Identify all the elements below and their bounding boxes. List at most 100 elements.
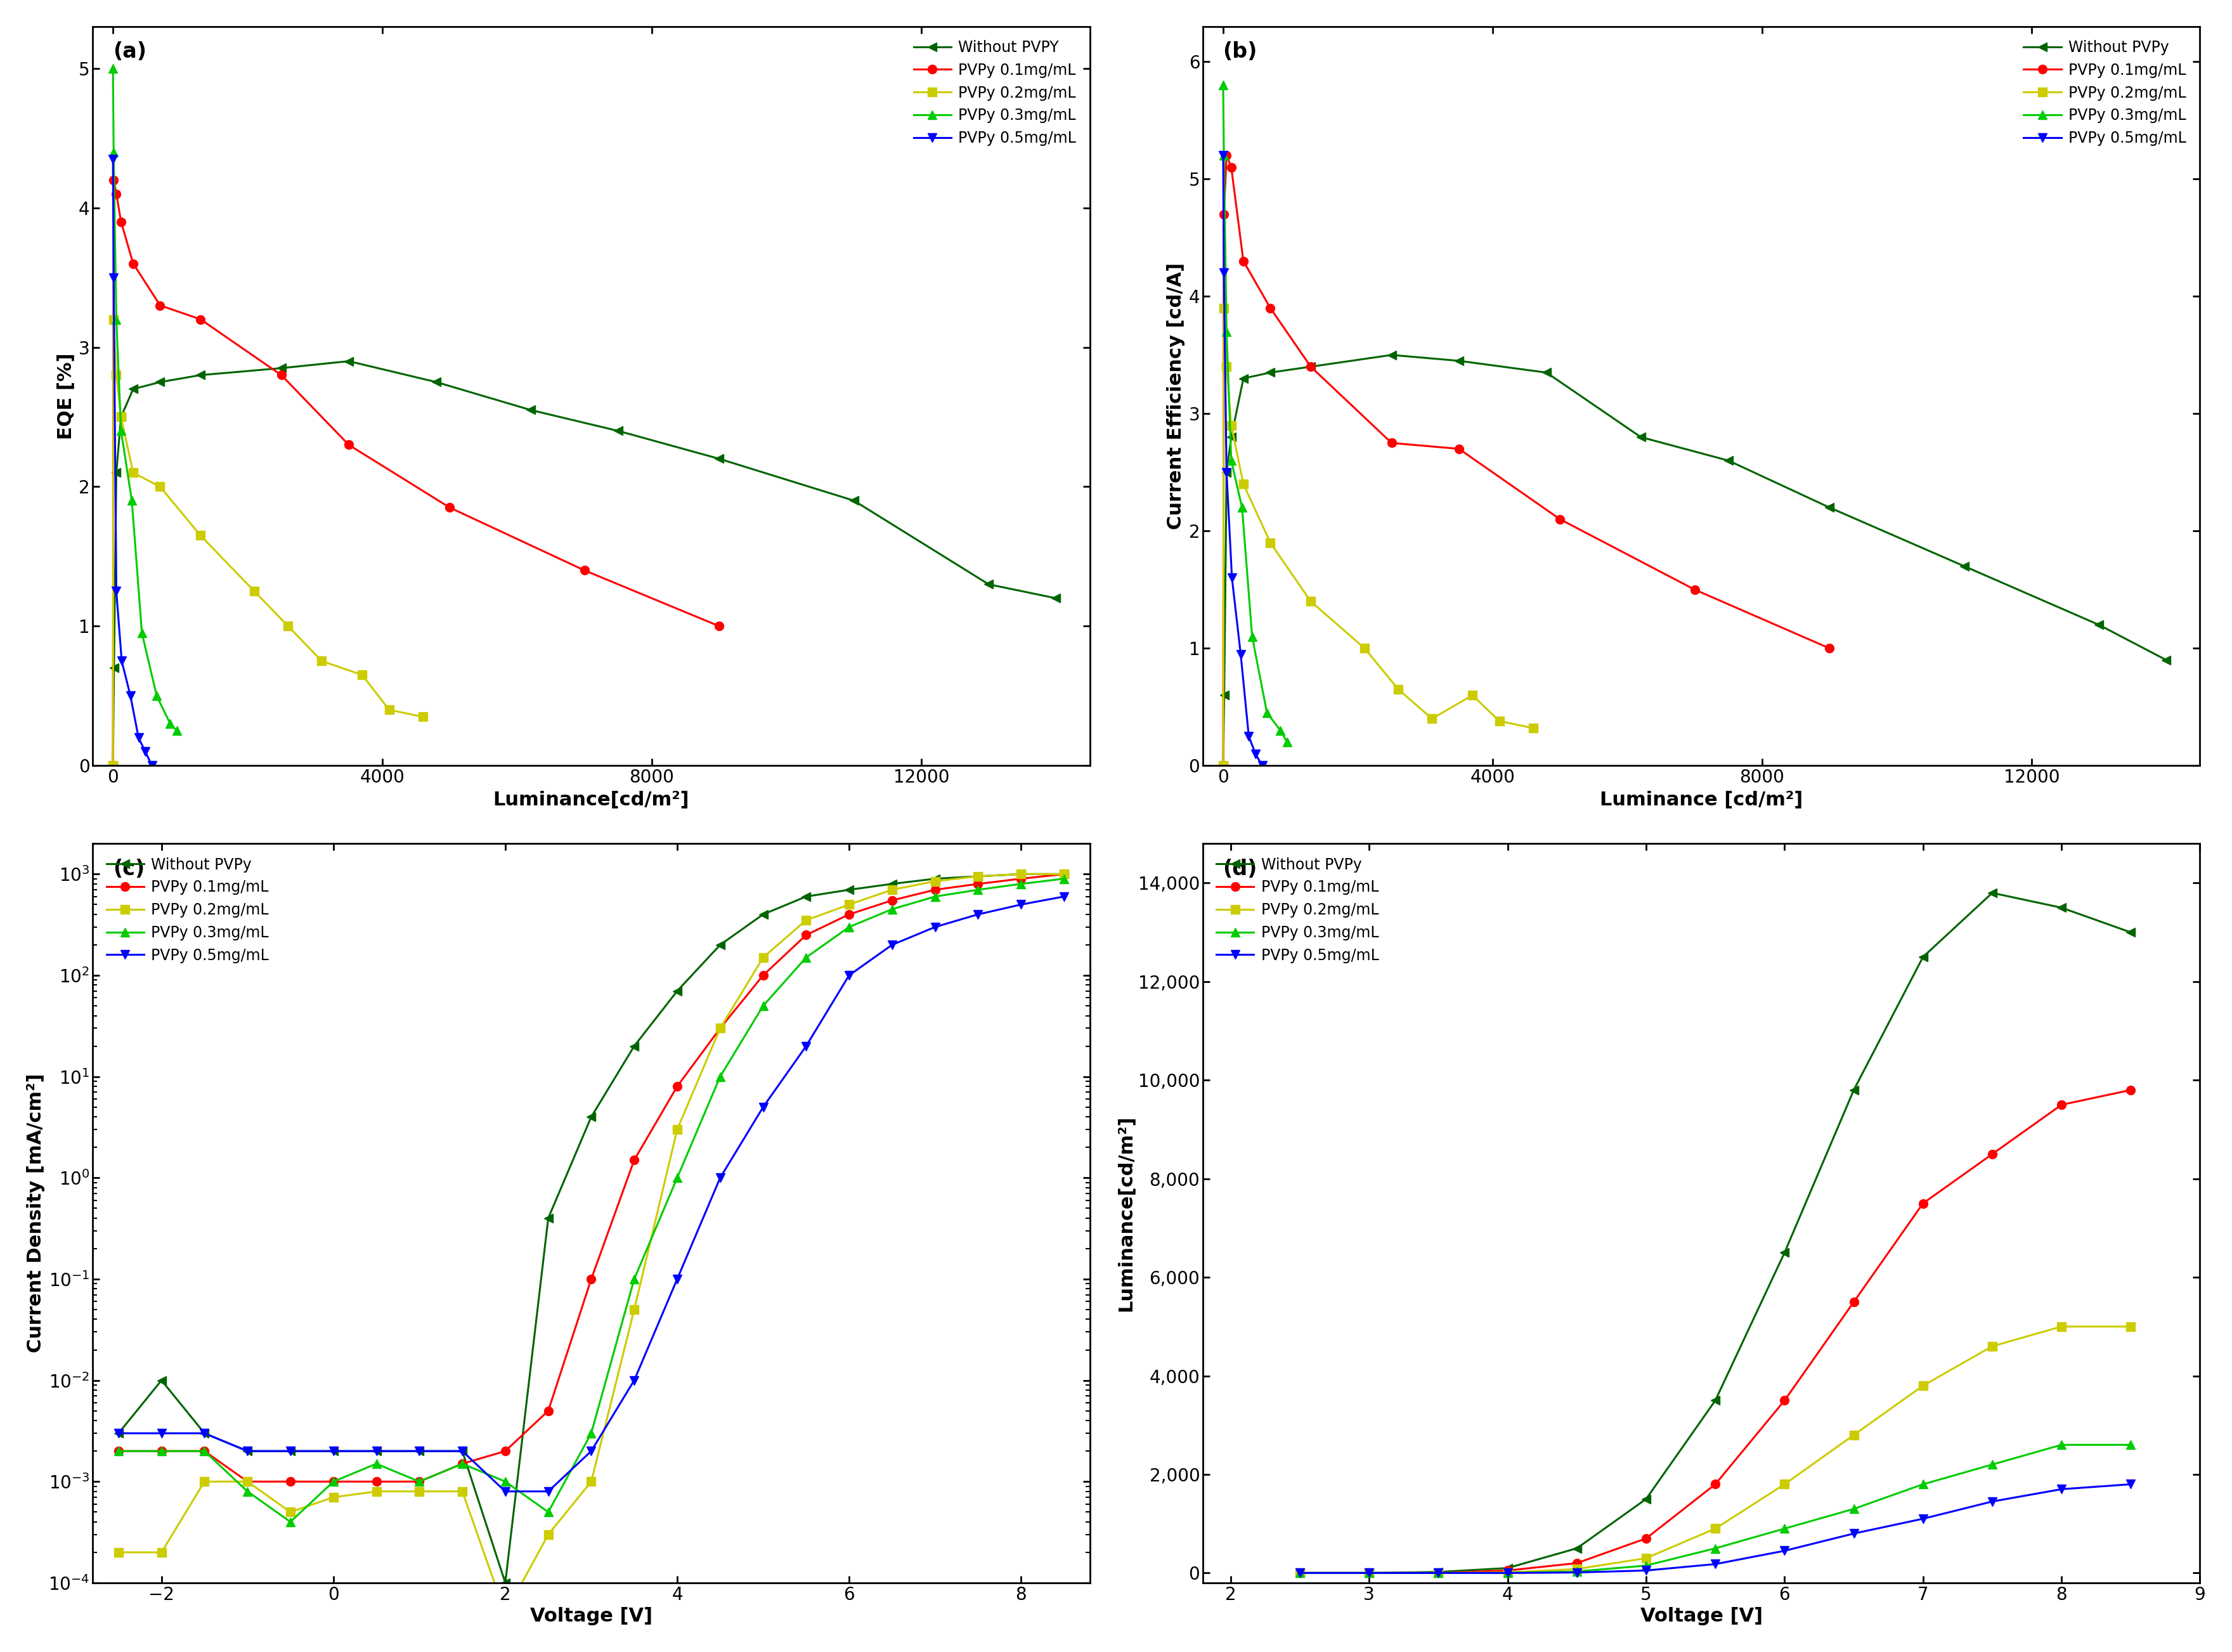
PVPy 0.1mg/mL bbox=[449, 1454, 475, 1474]
Without PVPy bbox=[708, 935, 734, 955]
Without PVPy bbox=[1493, 1558, 1520, 1578]
PVPy 0.3mg/mL bbox=[1210, 76, 1237, 96]
PVPy 0.3mg/mL bbox=[406, 1472, 433, 1492]
PVPy 0.1mg/mL bbox=[1051, 864, 1078, 884]
Y-axis label: EQE [%]: EQE [%] bbox=[56, 354, 76, 439]
PVPy 0.1mg/mL bbox=[1980, 1145, 2007, 1165]
PVPy 0.1mg/mL bbox=[1817, 638, 1844, 657]
PVPy 0.1mg/mL bbox=[1210, 755, 1237, 775]
PVPy 0.1mg/mL bbox=[708, 1018, 734, 1037]
Line: PVPy 0.3mg/mL: PVPy 0.3mg/mL bbox=[1219, 81, 1292, 747]
PVPy 0.5mg/mL bbox=[663, 1269, 690, 1289]
Without PVPy bbox=[1627, 428, 1654, 448]
Without PVPy bbox=[1446, 350, 1473, 370]
Without PVPy bbox=[1911, 947, 1937, 966]
PVPy 0.1mg/mL bbox=[1446, 439, 1473, 459]
Without PVPy bbox=[835, 881, 862, 900]
PVPy 0.5mg/mL bbox=[1493, 1563, 1520, 1583]
Without PVPy bbox=[663, 981, 690, 1001]
PVPy 0.1mg/mL bbox=[1681, 580, 1707, 600]
PVPy 0.5mg/mL bbox=[1210, 145, 1237, 165]
Without PVPy bbox=[1841, 1080, 1868, 1100]
Legend: Without PVPy, PVPy 0.1mg/mL, PVPy 0.2mg/mL, PVPy 0.3mg/mL, PVPy 0.5mg/mL: Without PVPy, PVPy 0.1mg/mL, PVPy 0.2mg/… bbox=[1210, 851, 1386, 970]
Without PVPy bbox=[1424, 1563, 1451, 1583]
PVPy 0.3mg/mL bbox=[1980, 1455, 2007, 1475]
Without PVPy bbox=[1703, 1391, 1730, 1411]
PVPy 0.5mg/mL bbox=[192, 1424, 219, 1444]
Without PVPy bbox=[792, 887, 819, 907]
Line: PVPy 0.1mg/mL: PVPy 0.1mg/mL bbox=[109, 175, 723, 770]
X-axis label: Luminance [cd/m²]: Luminance [cd/m²] bbox=[1600, 790, 1803, 808]
Without PVPy bbox=[1230, 368, 1257, 388]
PVPy 0.1mg/mL bbox=[750, 965, 777, 985]
PVPy 0.3mg/mL bbox=[536, 1502, 562, 1521]
Without PVPy bbox=[750, 905, 777, 925]
PVPy 0.5mg/mL bbox=[964, 905, 991, 925]
Legend: Without PVPy, PVPy 0.1mg/mL, PVPy 0.2mg/mL, PVPy 0.3mg/mL, PVPy 0.5mg/mL: Without PVPy, PVPy 0.1mg/mL, PVPy 0.2mg/… bbox=[100, 851, 275, 970]
PVPy 0.3mg/mL bbox=[129, 623, 156, 643]
PVPy 0.5mg/mL bbox=[1210, 263, 1237, 282]
Line: PVPy 0.5mg/mL: PVPy 0.5mg/mL bbox=[1295, 1480, 2136, 1578]
PVPy 0.2mg/mL bbox=[1286, 1563, 1312, 1583]
PVPy 0.3mg/mL bbox=[922, 887, 949, 907]
PVPy 0.1mg/mL bbox=[277, 1472, 304, 1492]
PVPy 0.5mg/mL bbox=[147, 1424, 174, 1444]
Without PVPY bbox=[103, 463, 129, 482]
PVPy 0.3mg/mL bbox=[1210, 145, 1237, 165]
Line: Without PVPY: Without PVPY bbox=[109, 357, 1060, 770]
Without PVPY bbox=[1042, 588, 1069, 608]
PVPy 0.2mg/mL bbox=[100, 309, 127, 329]
Line: Without PVPy: Without PVPy bbox=[114, 869, 1069, 1588]
PVPy 0.2mg/mL bbox=[1841, 1426, 1868, 1446]
Without PVPy bbox=[277, 1441, 304, 1460]
PVPy 0.3mg/mL bbox=[319, 1472, 346, 1492]
PVPy 0.1mg/mL bbox=[187, 309, 214, 329]
PVPy 0.1mg/mL bbox=[105, 1441, 132, 1460]
PVPy 0.2mg/mL bbox=[1210, 755, 1237, 775]
PVPy 0.1mg/mL bbox=[1230, 251, 1257, 271]
PVPy 0.1mg/mL bbox=[491, 1441, 518, 1460]
Without PVPy bbox=[1210, 755, 1237, 775]
PVPy 0.1mg/mL bbox=[1493, 1561, 1520, 1581]
PVPy 0.2mg/mL bbox=[105, 1543, 132, 1563]
PVPy 0.3mg/mL bbox=[491, 1472, 518, 1492]
Without PVPy bbox=[449, 1441, 475, 1460]
PVPy 0.2mg/mL bbox=[1487, 710, 1513, 730]
PVPy 0.2mg/mL bbox=[1219, 415, 1245, 434]
PVPy 0.3mg/mL bbox=[1007, 874, 1033, 894]
PVPy 0.2mg/mL bbox=[107, 406, 134, 426]
Without PVPy bbox=[234, 1441, 261, 1460]
PVPy 0.5mg/mL bbox=[1214, 463, 1241, 482]
Line: PVPy 0.1mg/mL: PVPy 0.1mg/mL bbox=[1295, 1085, 2136, 1578]
PVPy 0.1mg/mL bbox=[620, 1150, 647, 1170]
Without PVPY bbox=[100, 657, 127, 677]
PVPy 0.3mg/mL bbox=[449, 1454, 475, 1474]
PVPy 0.3mg/mL bbox=[163, 720, 190, 740]
Without PVPy bbox=[406, 1441, 433, 1460]
PVPy 0.3mg/mL bbox=[1254, 702, 1281, 722]
PVPy 0.2mg/mL bbox=[103, 365, 129, 385]
PVPy 0.5mg/mL bbox=[449, 1441, 475, 1460]
PVPy 0.1mg/mL bbox=[964, 874, 991, 894]
Text: (a): (a) bbox=[112, 41, 147, 63]
PVPy 0.3mg/mL bbox=[750, 996, 777, 1016]
PVPy 0.5mg/mL bbox=[620, 1371, 647, 1391]
PVPy 0.5mg/mL bbox=[100, 268, 127, 287]
PVPy 0.2mg/mL bbox=[1420, 709, 1446, 729]
Without PVPy bbox=[1355, 1563, 1382, 1583]
Line: PVPy 0.5mg/mL: PVPy 0.5mg/mL bbox=[109, 155, 156, 770]
PVPy 0.2mg/mL bbox=[1632, 1548, 1658, 1568]
PVPy 0.5mg/mL bbox=[1228, 644, 1254, 664]
Line: PVPy 0.2mg/mL: PVPy 0.2mg/mL bbox=[1295, 1322, 2136, 1578]
PVPy 0.5mg/mL bbox=[1286, 1563, 1312, 1583]
PVPy 0.5mg/mL bbox=[103, 582, 129, 601]
PVPy 0.2mg/mL bbox=[1980, 1336, 2007, 1356]
PVPy 0.2mg/mL bbox=[1051, 864, 1078, 884]
PVPy 0.2mg/mL bbox=[1772, 1474, 1799, 1493]
PVPy 0.3mg/mL bbox=[879, 899, 906, 919]
PVPy 0.3mg/mL bbox=[620, 1269, 647, 1289]
PVPy 0.1mg/mL bbox=[1547, 509, 1574, 529]
PVPy 0.1mg/mL bbox=[705, 616, 732, 636]
PVPy 0.2mg/mL bbox=[578, 1472, 605, 1492]
PVPy 0.1mg/mL bbox=[437, 497, 464, 517]
